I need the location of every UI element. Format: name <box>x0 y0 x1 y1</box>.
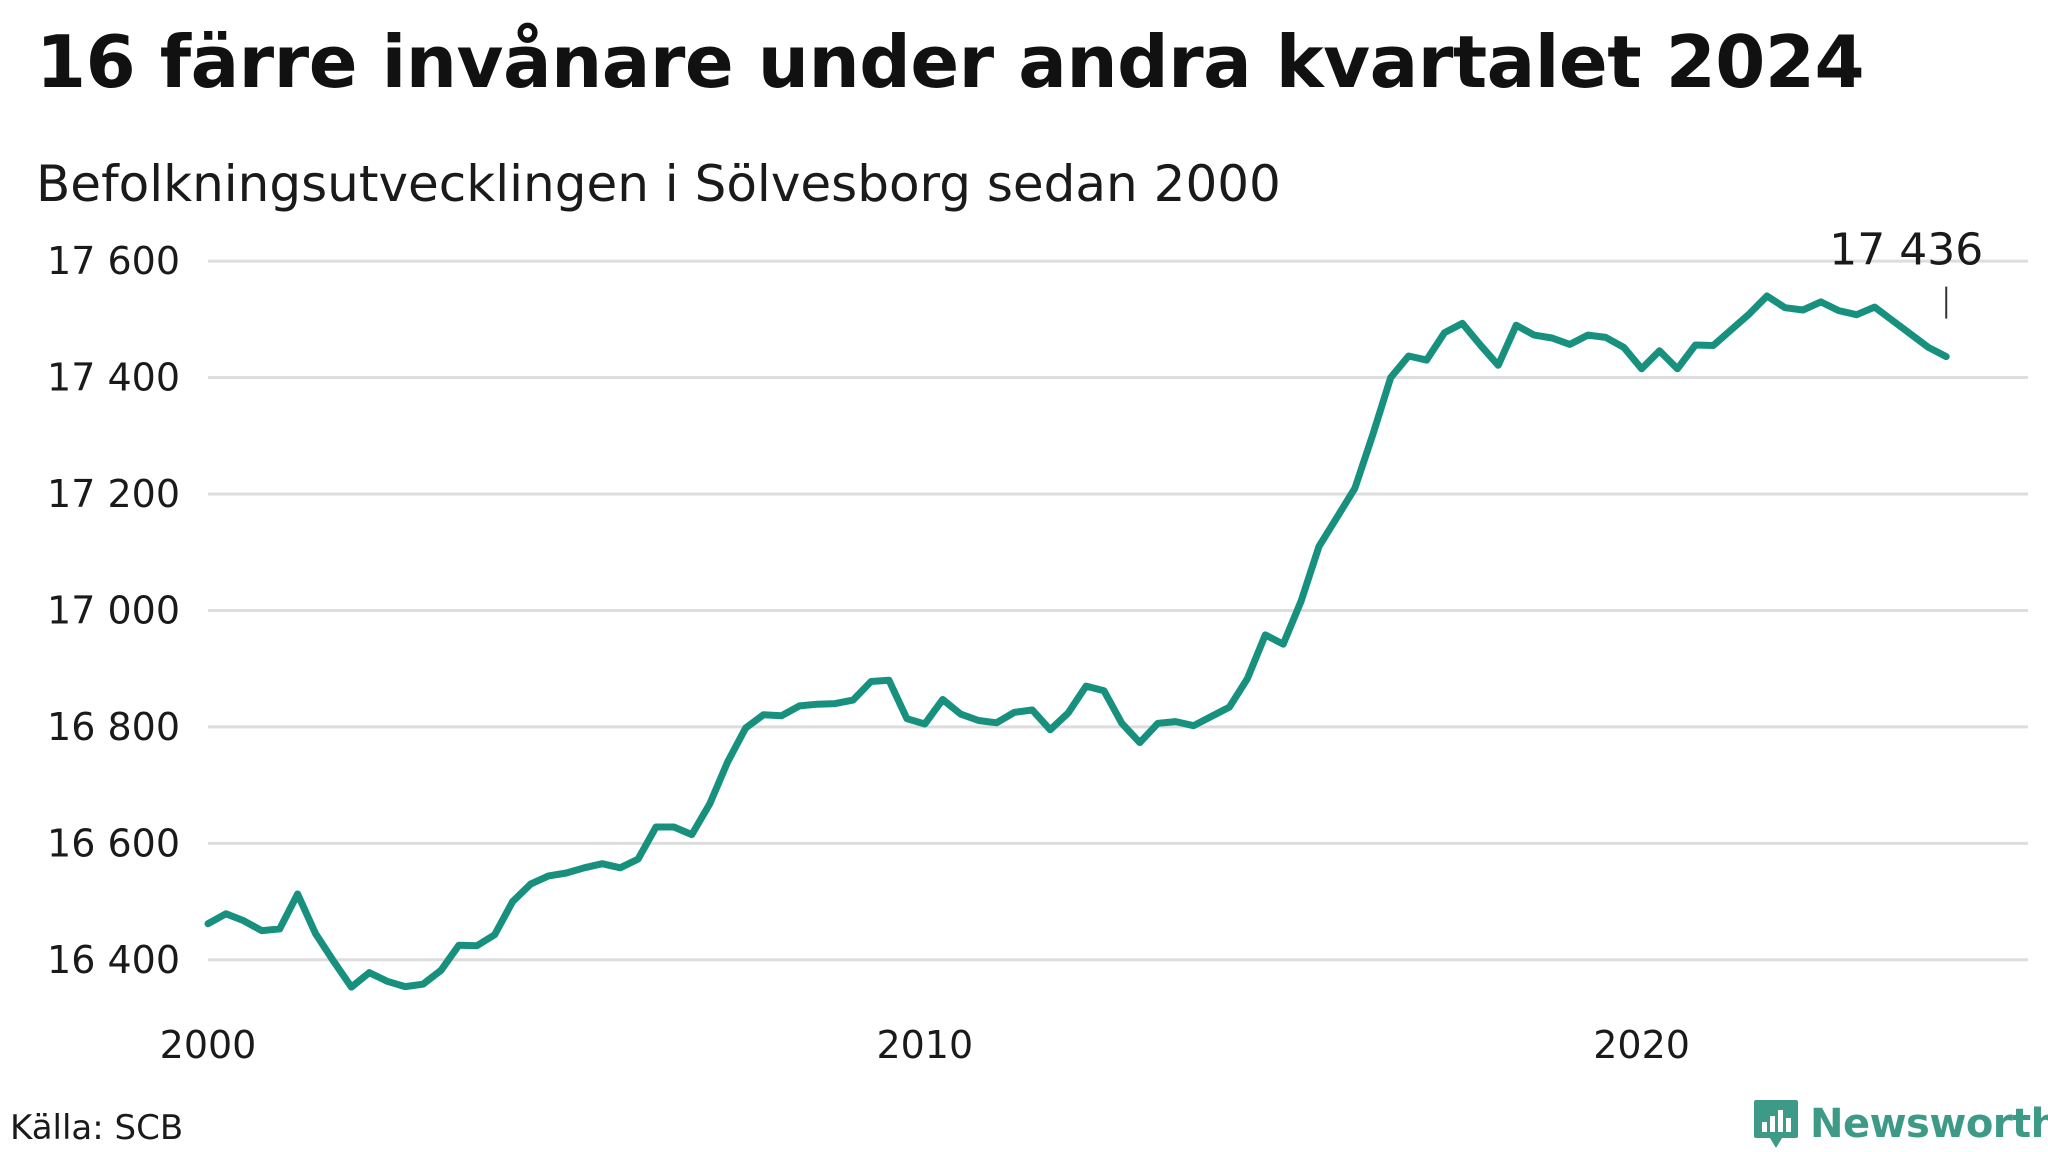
y-tick-label: 17 600 <box>47 239 180 283</box>
x-tick-label: 2000 <box>160 1023 257 1067</box>
y-tick-label: 17 000 <box>47 588 180 632</box>
source-note: Källa: SCB <box>10 1108 184 1148</box>
y-axis-ticks: 16 400 16 600 16 800 17 000 17 200 17 400 17 6… <box>47 239 180 982</box>
newsworthy-logo-text: Newsworthy <box>1810 1101 2048 1147</box>
y-tick-label: 16 400 <box>47 938 180 982</box>
newsworthy-logo[interactable]: Newsworthy <box>1752 1098 2048 1150</box>
chart-subtitle: Befolkningsutvecklingen i Sölvesborg sed… <box>36 155 1281 213</box>
x-tick-label: 2010 <box>876 1023 973 1067</box>
y-tick-label: 17 200 <box>47 472 180 516</box>
y-tick-label: 17 400 <box>47 356 180 400</box>
chart-title: 16 färre invånare under andra kvartalet … <box>36 20 1865 104</box>
newsworthy-logo-icon <box>1754 1100 1798 1148</box>
y-tick-label: 16 800 <box>47 705 180 749</box>
y-tick-label: 16 600 <box>47 821 180 865</box>
x-axis-ticks: 2000 2010 2020 <box>160 1023 1690 1067</box>
gridlines <box>208 259 2028 962</box>
last-value-label: 17 436 <box>1829 225 1983 276</box>
x-tick-label: 2020 <box>1593 1023 1690 1067</box>
population-series-line <box>204 292 1950 991</box>
